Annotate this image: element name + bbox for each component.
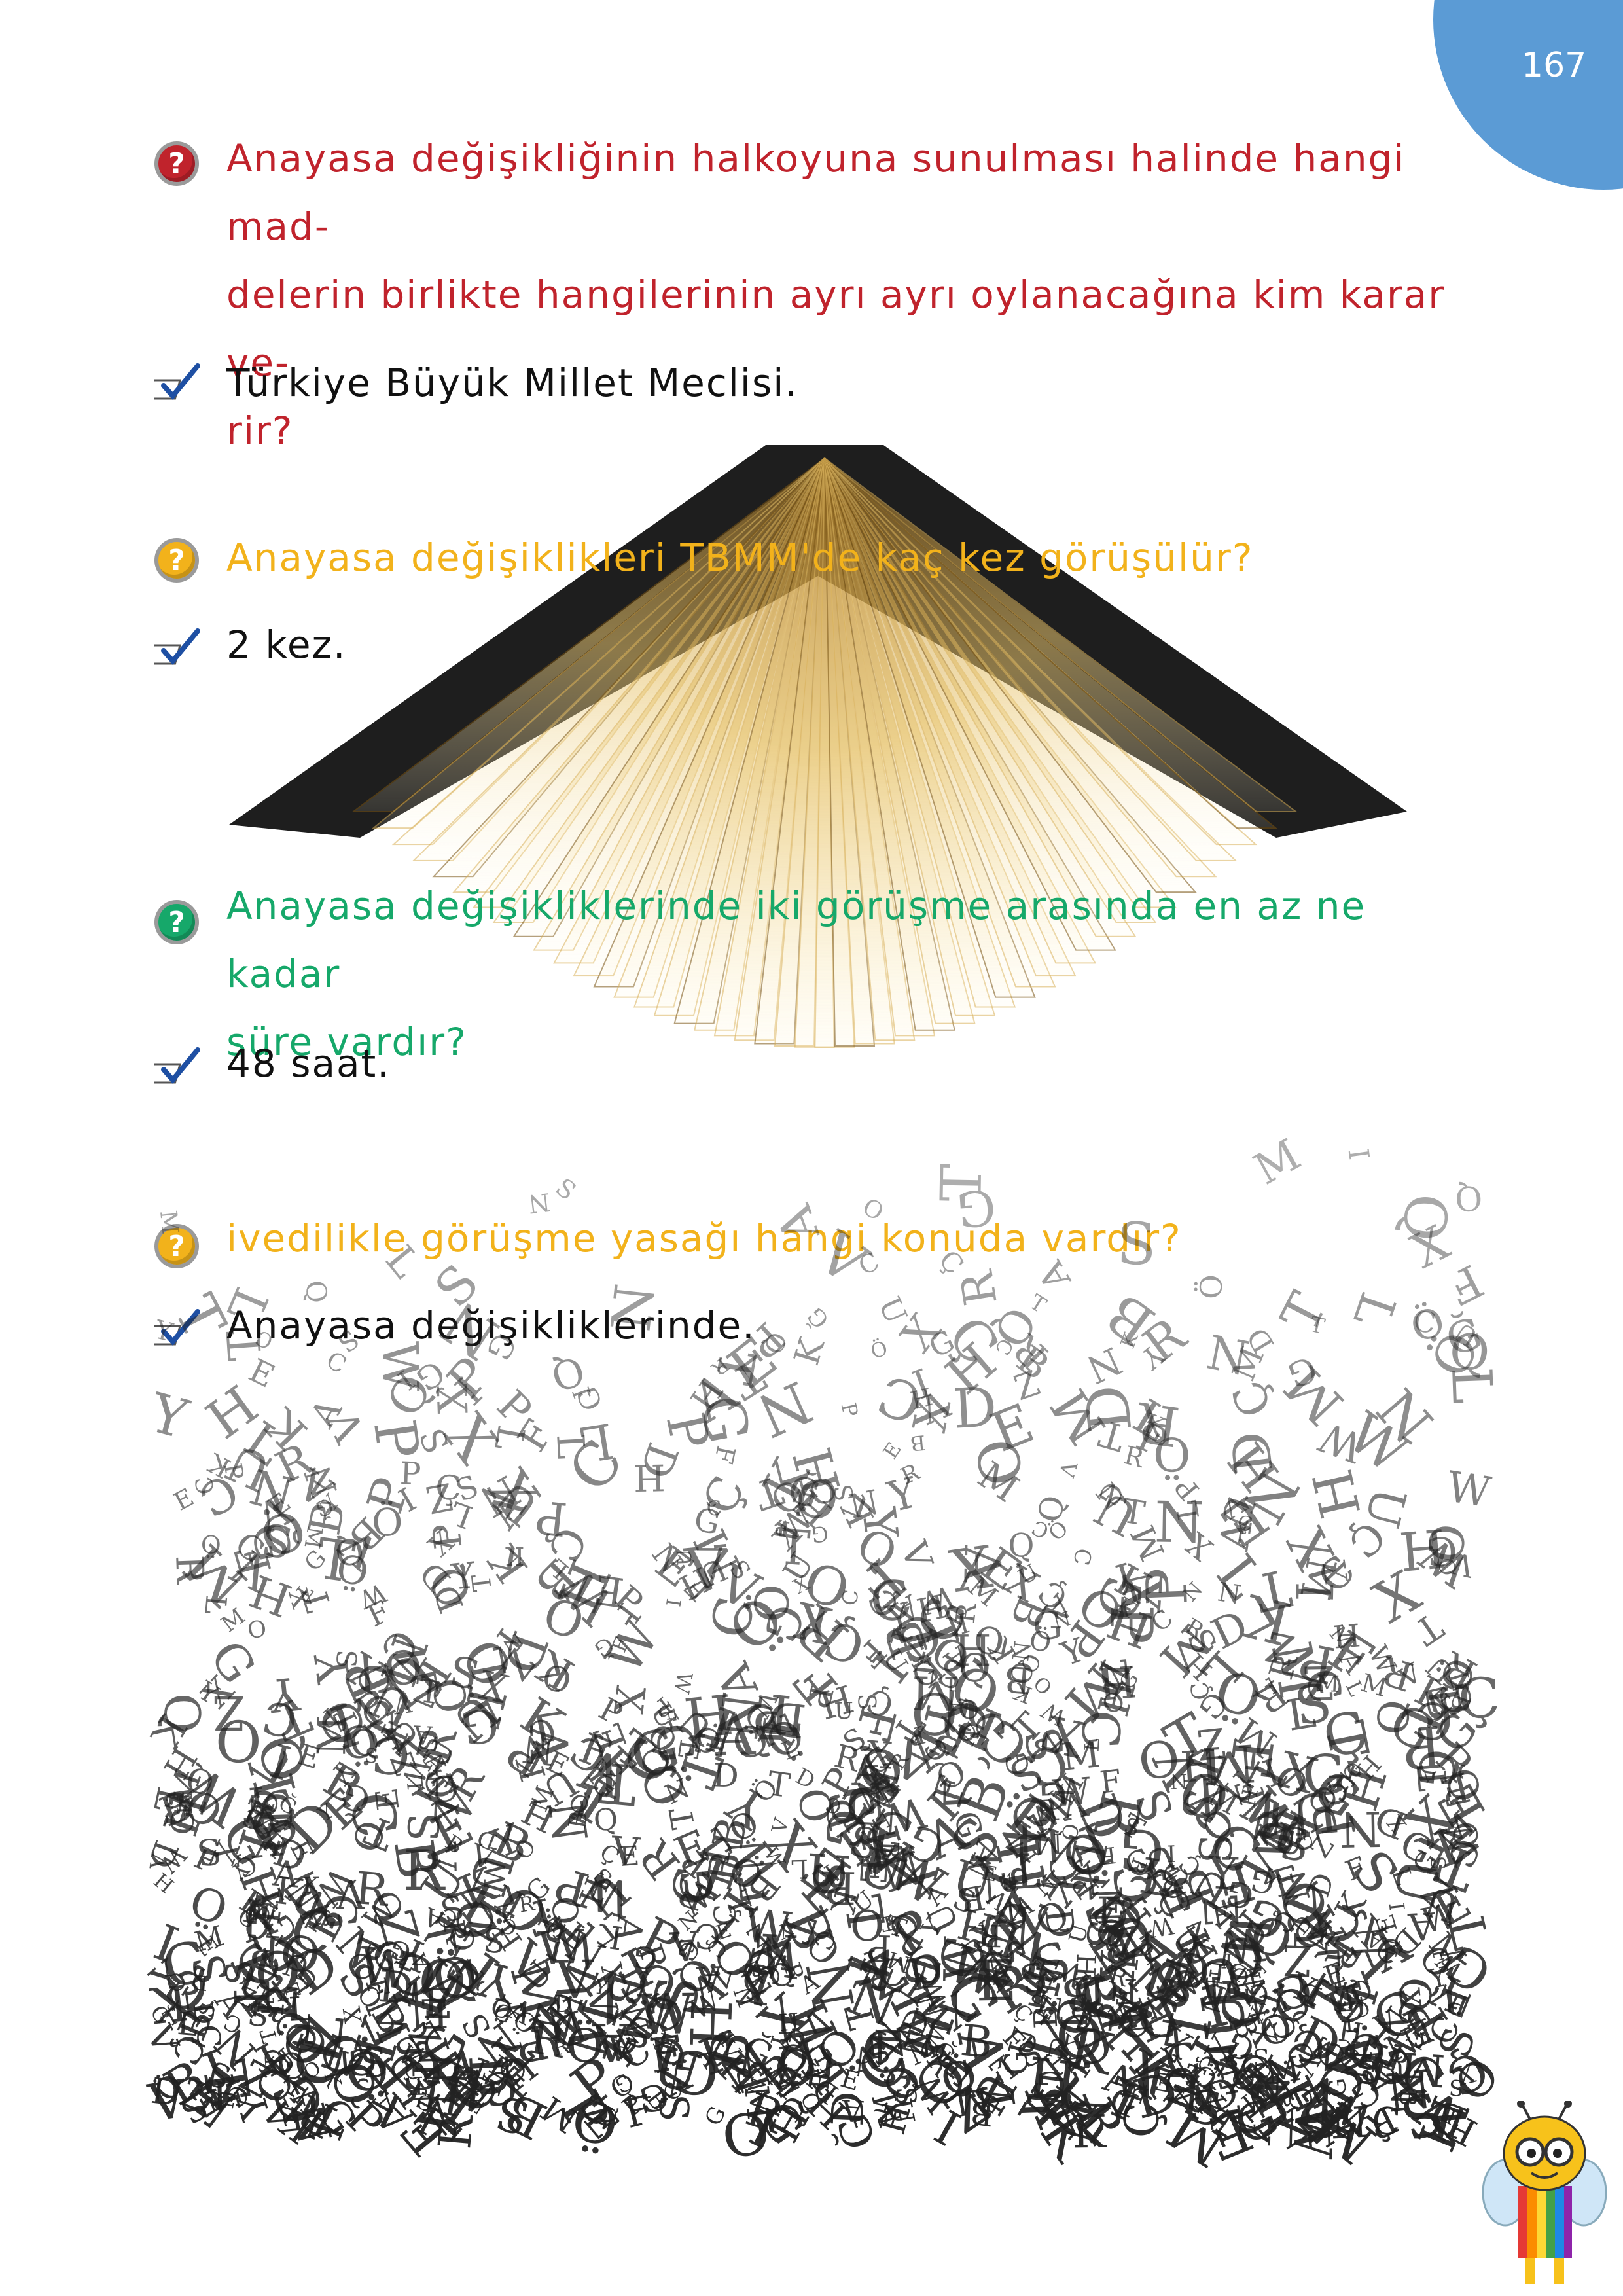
question-mark-icon: ? xyxy=(154,1224,199,1268)
check-icon xyxy=(154,628,200,666)
question-3-line-1: Anayasa değişikliklerinde iki görüşme ar… xyxy=(226,884,1366,996)
question-mark-icon: ? xyxy=(154,900,199,944)
question-1: Anayasa değişikliğinin halkoyuna sunulma… xyxy=(226,124,1483,465)
answer-2: 2 kez. xyxy=(226,622,347,667)
check-icon xyxy=(154,1047,200,1085)
answer-3: 48 saat. xyxy=(226,1041,391,1086)
question-1-line-2: delerin birlikte hangilerinin ayrı ayrı … xyxy=(226,272,1446,385)
question-4: ivedilikle görüşme yasağı hangi konuda v… xyxy=(226,1204,1483,1272)
question-1-line-1: Anayasa değişikliğinin halkoyuna sunulma… xyxy=(226,136,1406,249)
question-3: Anayasa değişikliklerinde iki görüşme ar… xyxy=(226,872,1483,1076)
answer-4: Anayasa değişikliklerinde. xyxy=(226,1303,756,1348)
check-icon xyxy=(154,1309,200,1346)
answer-1: Türkiye Büyük Millet Meclisi. xyxy=(226,361,798,405)
question-4-line-1: ivedilikle görüşme yasağı hangi konuda v… xyxy=(226,1216,1182,1261)
page-number: 167 xyxy=(1522,46,1587,85)
question-3-line-2: süre vardır? xyxy=(226,1020,467,1064)
open-book-illustration xyxy=(229,445,1407,1048)
check-icon xyxy=(154,363,200,401)
bee-mascot-icon xyxy=(1482,2101,1607,2284)
question-1-line-3: rir? xyxy=(226,408,294,453)
question-2-line-1: Anayasa değişiklikleri TBMM'de kaç kez g… xyxy=(226,535,1254,580)
question-mark-icon: ? xyxy=(154,538,199,583)
question-mark-icon: ? xyxy=(154,141,199,186)
question-2: Anayasa değişiklikleri TBMM'de kaç kez g… xyxy=(226,524,1483,592)
